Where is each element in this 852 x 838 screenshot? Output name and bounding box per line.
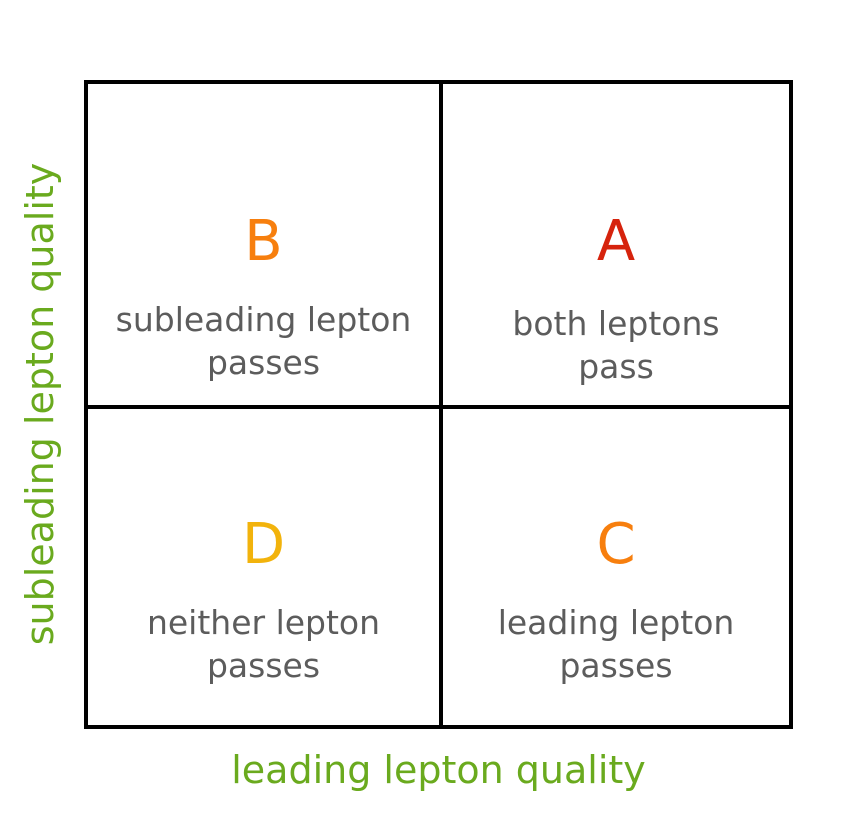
region-b-letter: B: [244, 209, 283, 274]
region-a-letter: A: [596, 209, 636, 274]
region-b-description-line1: subleading lepton: [115, 300, 412, 339]
x-axis-label: leading lepton quality: [231, 748, 646, 792]
region-d-description-line2: passes: [206, 646, 321, 685]
region-d-description-line1: neither lepton: [146, 603, 381, 642]
region-c-letter: C: [596, 512, 636, 577]
region-b-description: subleading lepton passes: [88, 298, 439, 384]
region-a: A both leptons pass: [443, 214, 789, 388]
region-a-description: both leptons pass: [443, 302, 789, 388]
region-c-description-line1: leading lepton: [497, 603, 735, 642]
vertical-divider: [439, 80, 443, 729]
region-b-description-line2: passes: [206, 343, 321, 382]
region-d-description: neither lepton passes: [88, 601, 439, 687]
region-b: B subleading lepton passes: [88, 214, 439, 384]
region-c-description-line2: passes: [559, 646, 673, 685]
region-a-description-line2: pass: [578, 347, 654, 386]
region-c-description: leading lepton passes: [443, 601, 789, 687]
region-d: D neither lepton passes: [88, 517, 439, 687]
region-d-letter: D: [241, 512, 286, 577]
region-a-description-line1: both leptons: [512, 304, 720, 343]
horizontal-divider: [84, 405, 793, 409]
region-grid-frame: [84, 80, 793, 729]
region-c: C leading lepton passes: [443, 517, 789, 687]
y-axis-label: subleading lepton quality: [18, 162, 62, 646]
